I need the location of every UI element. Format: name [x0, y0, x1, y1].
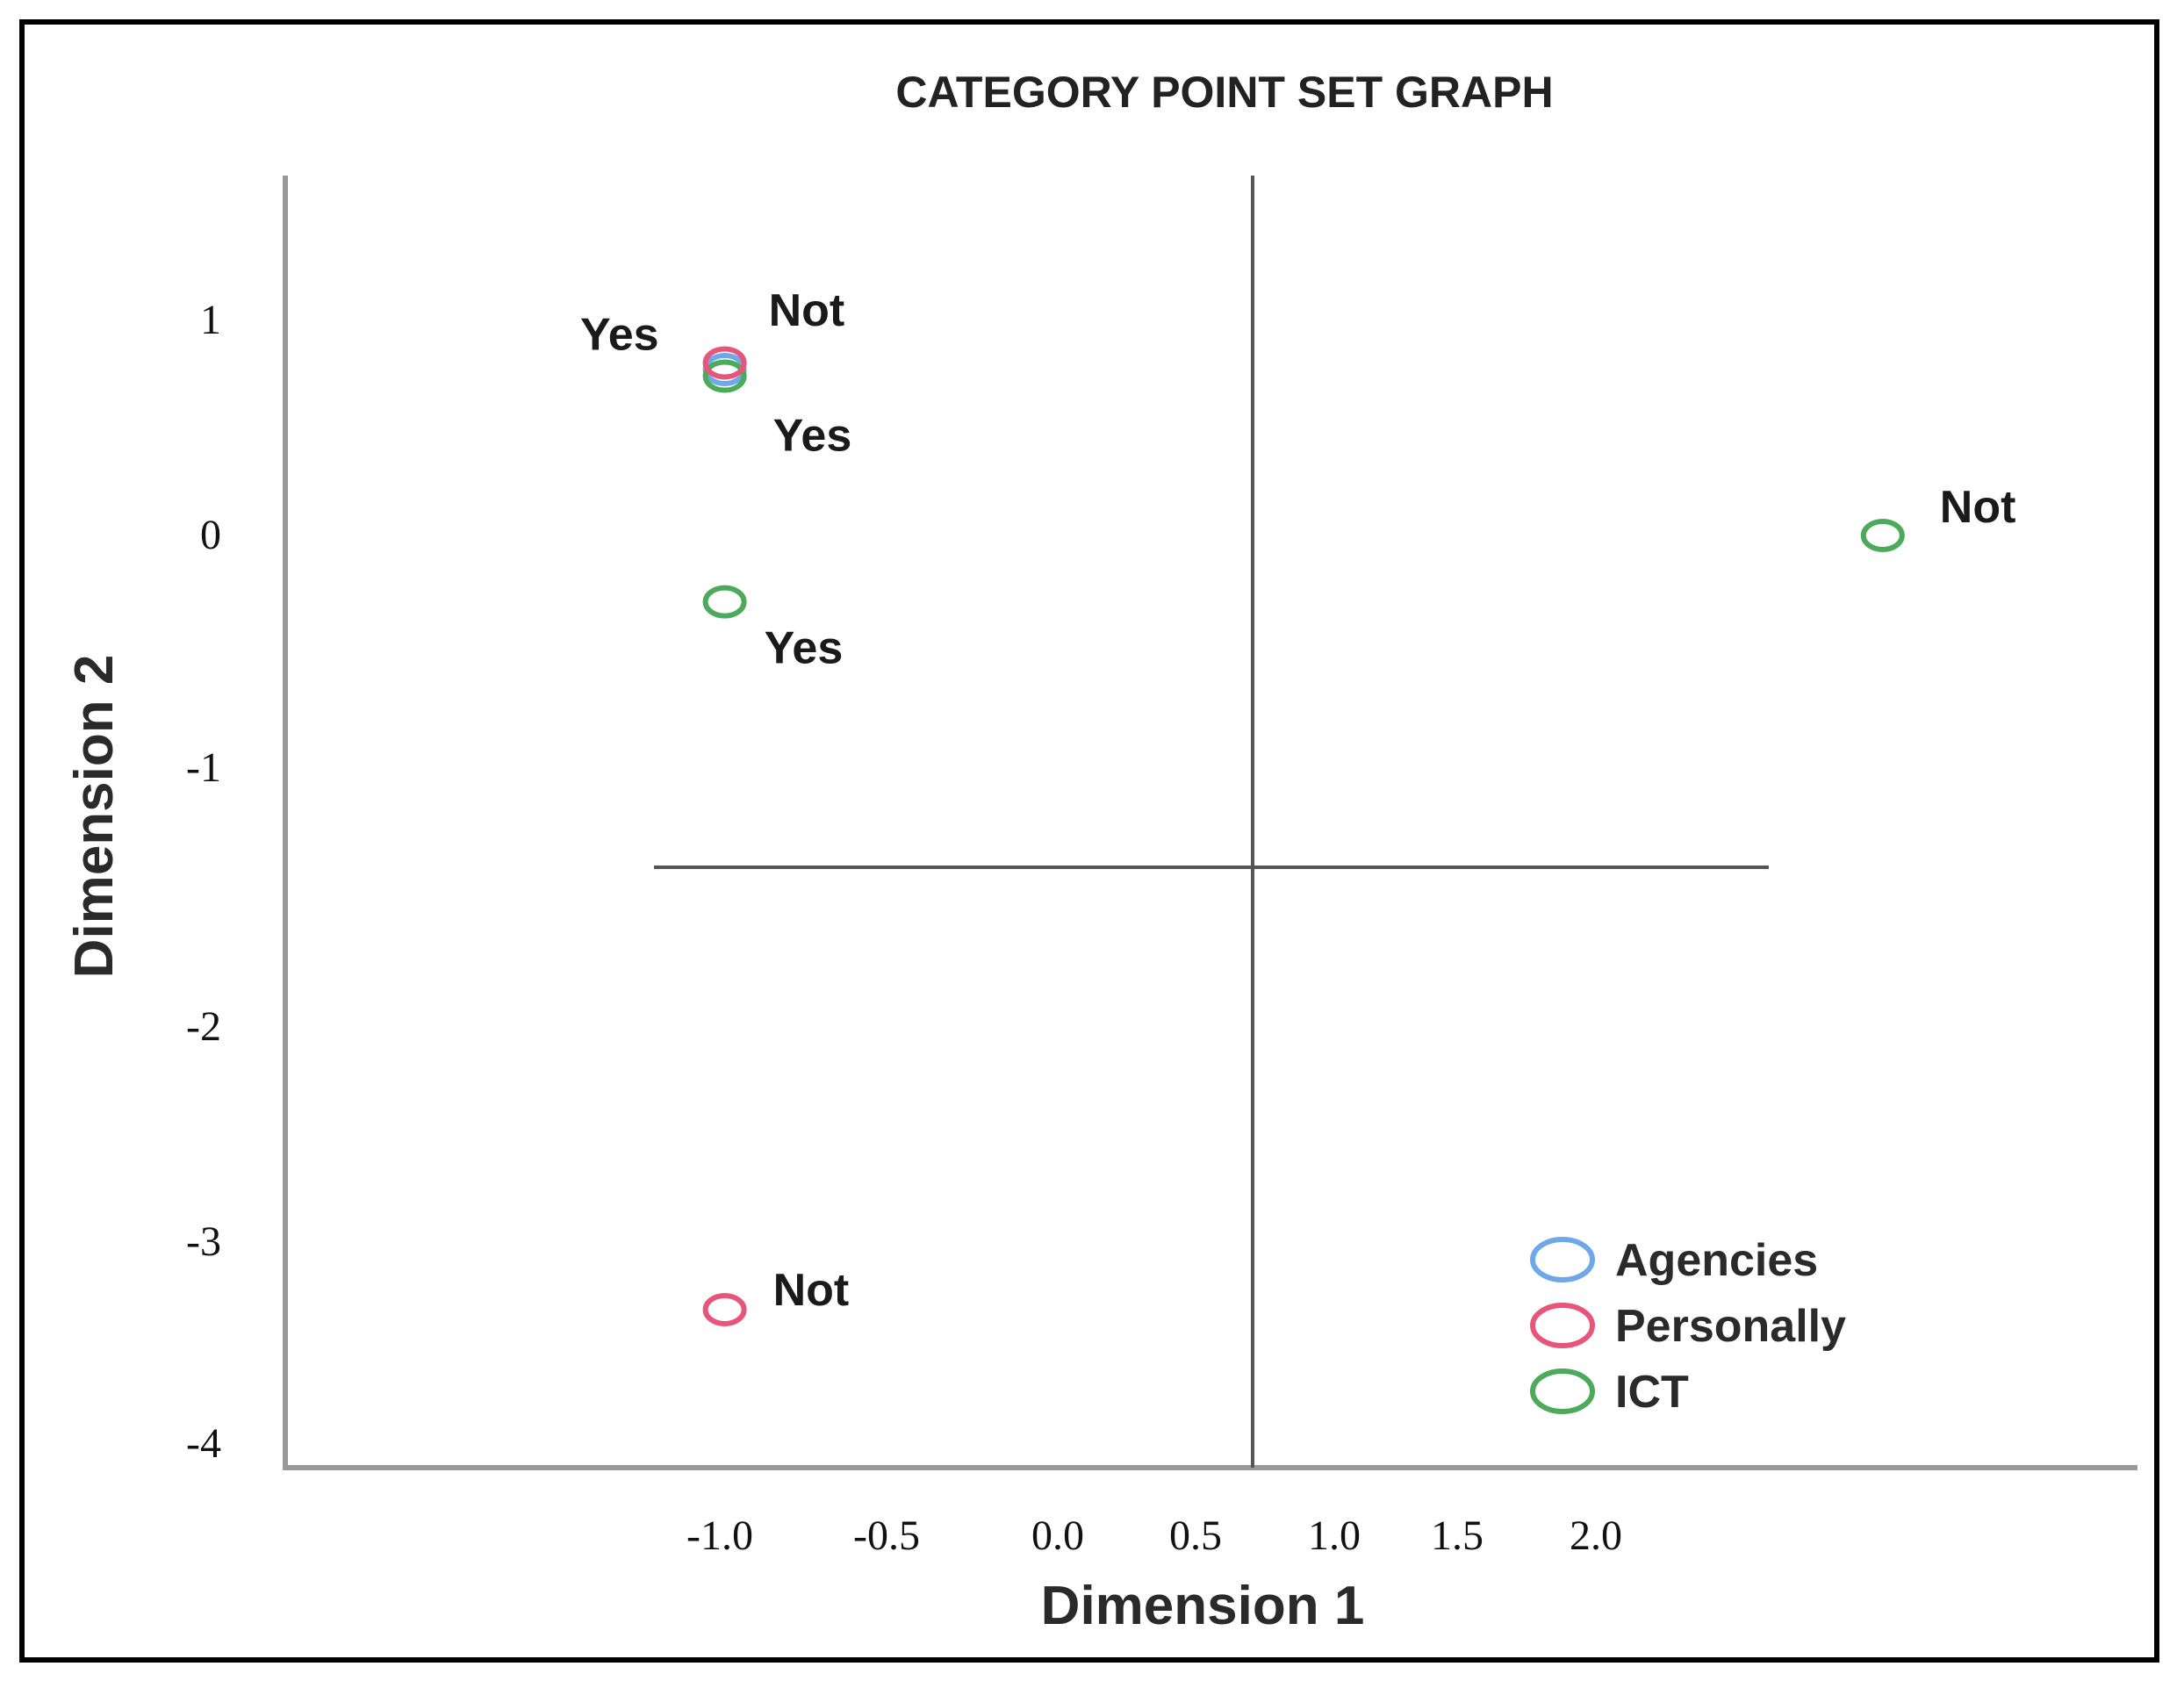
- point-label: Yes: [580, 309, 659, 360]
- point-personally-not: [702, 1293, 747, 1326]
- legend: Agencies Personally ICT: [1530, 1235, 1846, 1418]
- x-tick-label: -0.5: [853, 1512, 920, 1559]
- legend-marker-personally: [1530, 1303, 1595, 1348]
- x-tick-label: -1.0: [686, 1512, 753, 1559]
- legend-label-ict: ICT: [1615, 1367, 1689, 1418]
- legend-marker-ict: [1530, 1368, 1595, 1414]
- x-tick-label: 1.0: [1308, 1512, 1361, 1559]
- point-label: Not: [769, 285, 845, 336]
- x-tick-label: 0.5: [1169, 1512, 1222, 1559]
- point-label: Not: [773, 1265, 850, 1316]
- y-tick-label: -3: [186, 1218, 221, 1265]
- point-ict-yes: [702, 359, 747, 393]
- data-points: [702, 346, 1905, 1326]
- chart-title: CATEGORY POINT SET GRAPH: [895, 68, 1553, 117]
- legend-label-personally: Personally: [1615, 1301, 1846, 1352]
- axes: [283, 176, 2137, 1470]
- point-ict-not: [1860, 519, 1905, 552]
- x-tick-label: 1.5: [1431, 1512, 1484, 1559]
- point-label: Not: [1940, 482, 2016, 533]
- y-tick-label: -1: [186, 744, 221, 791]
- x-tick-label: 2.0: [1570, 1512, 1622, 1559]
- point-label: Yes: [765, 623, 844, 674]
- point-label: Yes: [773, 411, 852, 462]
- tick-labels: -1.0 -0.5 0.0 0.5 1.0 1.5 2.0 1 0 -1 -2 -3 -4: [186, 297, 1622, 1559]
- chart-frame: [19, 19, 2159, 1663]
- x-tick-label: 0.0: [1031, 1512, 1084, 1559]
- legend-marker-agencies: [1530, 1237, 1595, 1282]
- point-personally-yes: [702, 346, 747, 380]
- y-tick-label: 0: [200, 512, 221, 558]
- point-ict-yes: [702, 585, 747, 619]
- y-tick-label: -4: [186, 1420, 221, 1467]
- legend-label-agencies: Agencies: [1615, 1235, 1818, 1286]
- y-axis-label: Dimension 2: [64, 655, 125, 979]
- y-tick-label: 1: [200, 297, 221, 343]
- y-tick-label: -2: [186, 1003, 221, 1050]
- x-axis-label: Dimension 1: [1041, 1576, 1365, 1636]
- point-labels: Not Yes Yes Not Yes Not: [580, 285, 2015, 1316]
